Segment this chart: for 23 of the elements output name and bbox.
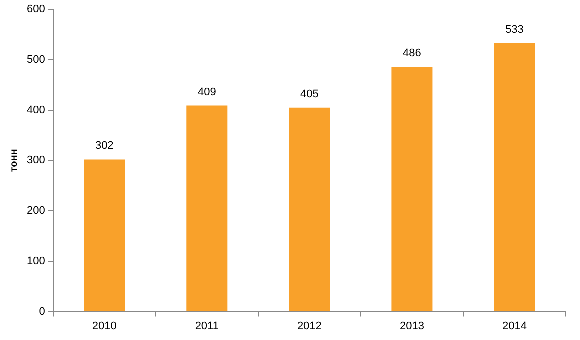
data-label: 409 xyxy=(198,86,216,98)
bar xyxy=(84,160,126,312)
data-label: 486 xyxy=(403,48,422,60)
bar xyxy=(289,108,330,312)
y-tick-label: 400 xyxy=(26,104,46,116)
data-label: 302 xyxy=(95,140,114,152)
data-label: 405 xyxy=(300,88,319,100)
x-tick-label: 2010 xyxy=(92,320,117,332)
y-tick-label: 200 xyxy=(26,205,46,218)
y-tick-label: 0 xyxy=(39,306,46,318)
y-tick-label: 600 xyxy=(26,4,46,16)
x-tick-label: 2011 xyxy=(195,320,219,332)
bar xyxy=(392,67,433,312)
x-tick-label: 2012 xyxy=(297,320,322,332)
y-tick-label: 500 xyxy=(26,54,46,66)
bar xyxy=(186,106,228,312)
bar xyxy=(494,43,536,312)
y-tick-label: 100 xyxy=(26,255,46,268)
y-axis-title: тонн xyxy=(8,149,20,172)
x-tick-label: 2014 xyxy=(502,320,527,332)
x-tick-label: 2013 xyxy=(400,320,424,332)
y-tick-label: 300 xyxy=(26,154,46,167)
data-label: 533 xyxy=(506,24,524,36)
